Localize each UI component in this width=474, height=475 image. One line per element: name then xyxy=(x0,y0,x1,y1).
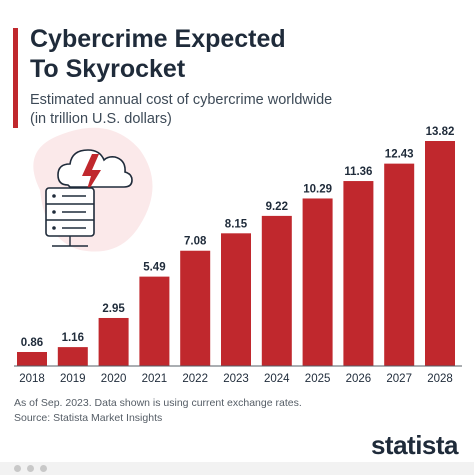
share-icon-2[interactable] xyxy=(27,465,34,472)
value-label-2027: 12.43 xyxy=(385,149,414,161)
value-label-2019: 1.16 xyxy=(62,332,84,344)
bar-2025 xyxy=(302,198,333,366)
footnote: As of Sep. 2023. Data shown is using cur… xyxy=(14,396,414,426)
value-label-2023: 8.15 xyxy=(225,218,248,230)
value-label-2025: 10.29 xyxy=(303,183,332,195)
value-label-2021: 5.49 xyxy=(143,262,165,274)
footnote-source: Source: Statista Market Insights xyxy=(14,412,163,424)
x-tick-label-2027: 2027 xyxy=(386,373,412,385)
x-tick-label-2020: 2020 xyxy=(101,373,127,385)
share-icon-1[interactable] xyxy=(14,465,21,472)
x-tick-label-2019: 2019 xyxy=(60,373,86,385)
bar-2018 xyxy=(17,351,47,366)
bars-group: 0.86 2018 1.16 2019 2.95 2020 5.49 2021 7.08 2022… xyxy=(17,126,455,385)
chart-title: Cybercrime Expected To Skyrocket xyxy=(30,25,286,83)
footnote-date-note: As of Sep. 2023. Data shown is using cur… xyxy=(14,397,302,409)
bar-2024 xyxy=(261,215,292,366)
bar-2021 xyxy=(139,276,170,366)
value-label-2024: 9.22 xyxy=(266,201,288,213)
cloud-server-lightning-icon xyxy=(33,127,153,252)
bar-2028 xyxy=(425,141,455,366)
value-label-2022: 7.08 xyxy=(184,236,207,248)
x-tick-label-2026: 2026 xyxy=(346,373,372,385)
statista-logo: statista xyxy=(370,430,459,460)
bar-2026 xyxy=(343,181,374,366)
x-tick-label-2028: 2028 xyxy=(427,373,453,385)
chart-subtitle: Estimated annual cost of cybercrime worl… xyxy=(30,92,333,127)
value-label-2028: 13.82 xyxy=(426,126,455,138)
bar-chart: 0.86 2018 1.16 2019 2.95 2020 5.49 2021 7.08 2022… xyxy=(14,126,462,385)
bar-2022 xyxy=(180,250,211,366)
x-tick-label-2023: 2023 xyxy=(223,373,249,385)
value-label-2020: 2.95 xyxy=(102,303,125,315)
title-accent-bar xyxy=(13,28,18,128)
x-tick-label-2018: 2018 xyxy=(19,373,45,385)
value-label-2018: 0.86 xyxy=(21,337,43,349)
x-tick-label-2022: 2022 xyxy=(182,373,208,385)
value-label-2026: 11.36 xyxy=(344,166,372,178)
bar-2027 xyxy=(384,163,415,366)
x-tick-label-2021: 2021 xyxy=(142,373,168,385)
share-bar xyxy=(0,462,474,475)
bar-2023 xyxy=(221,233,251,366)
bar-2020 xyxy=(98,317,129,366)
share-icon-3[interactable] xyxy=(40,465,47,472)
bar-2019 xyxy=(57,347,88,366)
x-tick-label-2024: 2024 xyxy=(264,373,290,385)
x-tick-label-2025: 2025 xyxy=(305,373,331,385)
